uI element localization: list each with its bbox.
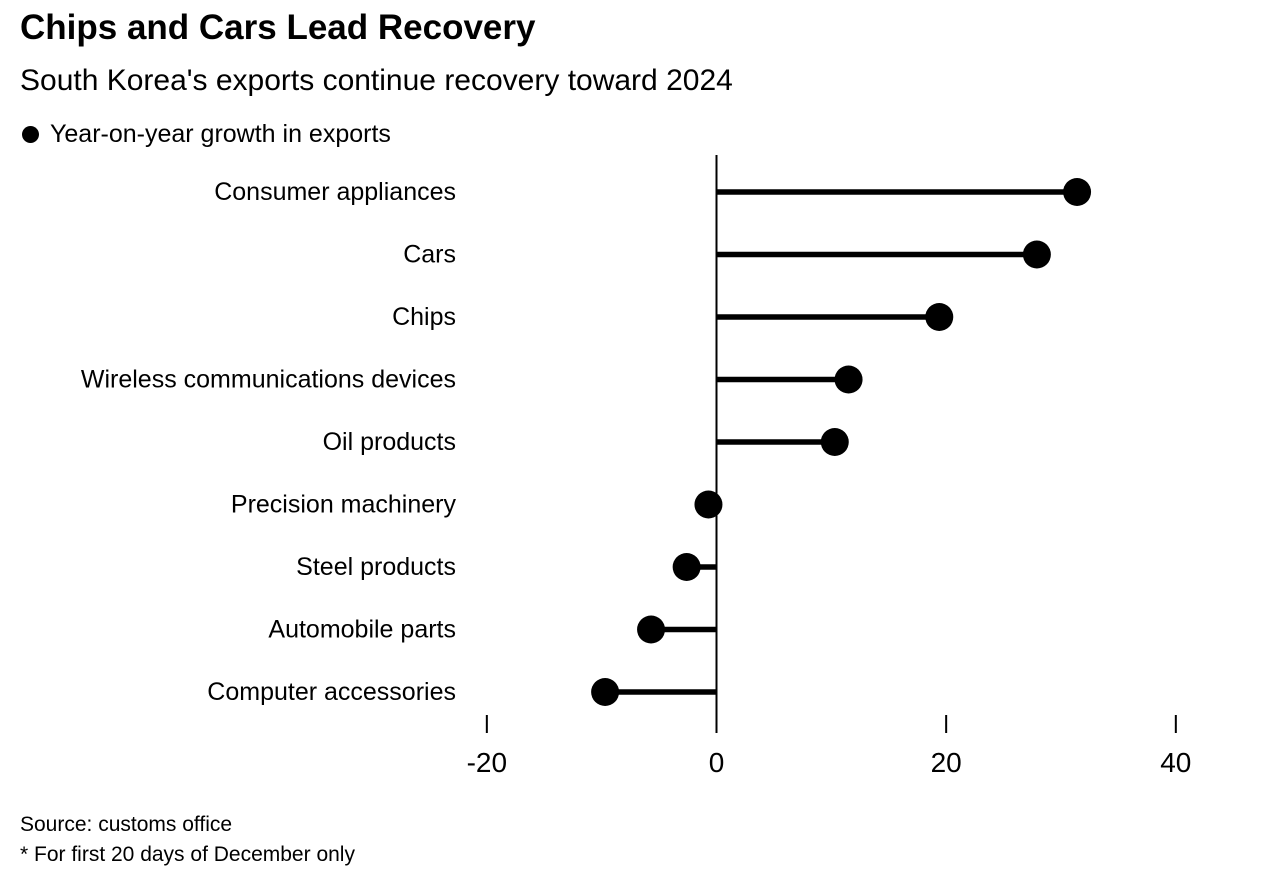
axis-tick-label: -20 xyxy=(467,747,507,778)
category-label: Precision machinery xyxy=(231,491,457,519)
chart-subtitle: South Korea's exports continue recovery … xyxy=(20,64,733,97)
lollipop-dot xyxy=(591,678,620,706)
category-label: Computer accessories xyxy=(207,678,456,706)
axis-tick-label: 0 xyxy=(709,747,725,778)
source-note: Source: customs office xyxy=(20,813,233,836)
lollipop-dot xyxy=(834,365,863,394)
lollipop-dot xyxy=(1022,240,1051,269)
category-label: Cars xyxy=(403,241,456,269)
lollipop-dot xyxy=(694,490,723,519)
footnote: * For first 20 days of December only xyxy=(20,843,355,866)
lollipop-dot xyxy=(925,303,954,331)
legend-label: Year-on-year growth in exports xyxy=(50,120,391,148)
category-label: Steel products xyxy=(296,553,456,581)
legend: Year-on-year growth in exports xyxy=(22,120,391,149)
lollipop-dot xyxy=(820,428,849,456)
category-label: Automobile parts xyxy=(268,616,456,644)
axis-tick-label: 40 xyxy=(1160,747,1191,778)
category-label: Chips xyxy=(392,303,456,331)
category-label: Oil products xyxy=(323,428,456,456)
axis-tick-label: 20 xyxy=(931,747,962,778)
lollipop-dot xyxy=(637,615,666,644)
chart-title: Chips and Cars Lead Recovery xyxy=(20,8,536,47)
filled-circle-icon xyxy=(22,126,39,143)
lollipop-dot xyxy=(1063,178,1092,206)
category-label: Consumer appliances xyxy=(214,178,456,206)
category-label: Wireless communications devices xyxy=(81,366,456,394)
lollipop-dot xyxy=(672,553,701,581)
